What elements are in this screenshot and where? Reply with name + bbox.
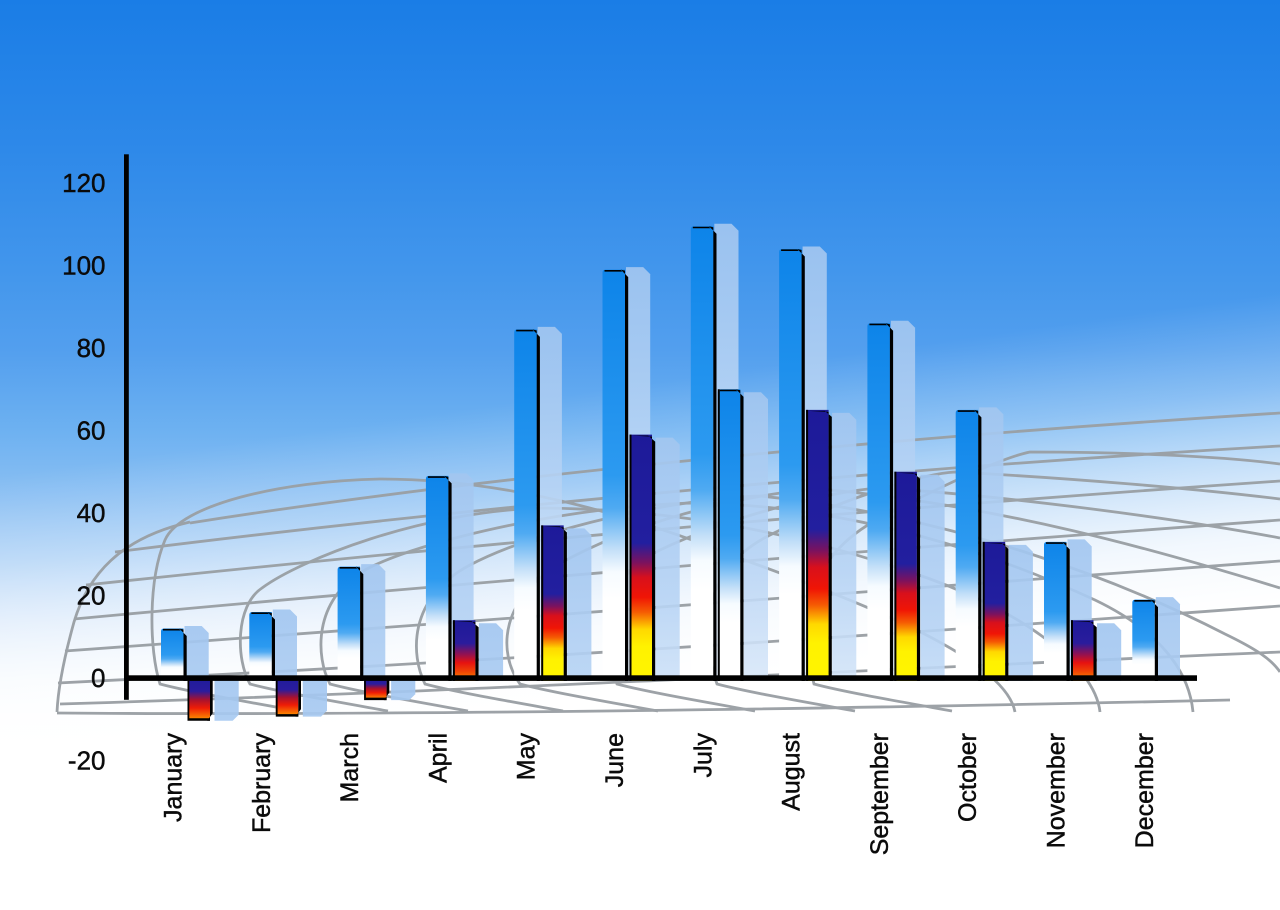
svg-text:60: 60 bbox=[77, 416, 106, 446]
svg-text:November: November bbox=[1043, 733, 1071, 848]
svg-text:October: October bbox=[954, 733, 982, 822]
svg-text:December: December bbox=[1131, 733, 1159, 848]
svg-text:February: February bbox=[248, 733, 276, 834]
svg-text:120: 120 bbox=[62, 168, 105, 198]
svg-text:0: 0 bbox=[91, 663, 105, 693]
svg-text:March: March bbox=[336, 733, 364, 802]
svg-text:-20: -20 bbox=[68, 746, 106, 776]
svg-text:April: April bbox=[424, 733, 452, 783]
svg-text:May: May bbox=[513, 733, 541, 781]
svg-text:September: September bbox=[866, 733, 894, 855]
svg-text:August: August bbox=[778, 733, 806, 811]
svg-text:July: July bbox=[689, 733, 717, 778]
svg-text:40: 40 bbox=[77, 498, 106, 528]
svg-text:January: January bbox=[160, 733, 188, 822]
svg-text:June: June bbox=[601, 733, 629, 787]
svg-text:80: 80 bbox=[77, 333, 106, 363]
svg-text:100: 100 bbox=[62, 251, 105, 281]
svg-text:20: 20 bbox=[77, 581, 106, 611]
